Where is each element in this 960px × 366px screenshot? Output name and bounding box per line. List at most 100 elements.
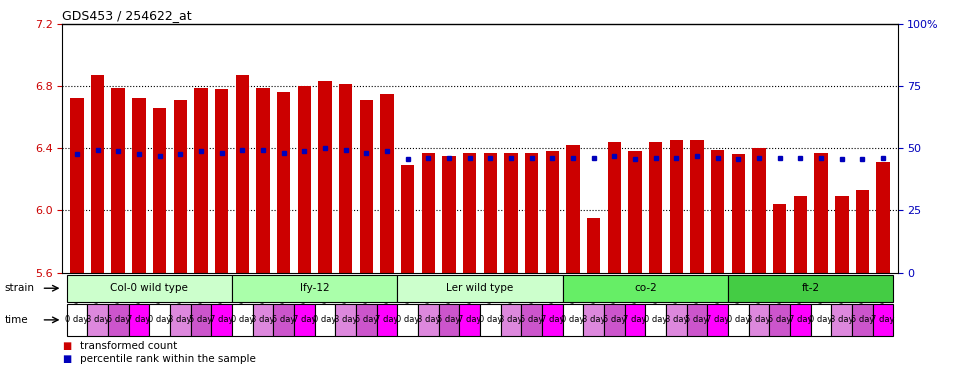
Text: 3 day: 3 day (169, 315, 192, 324)
Text: 0 day: 0 day (809, 315, 832, 324)
Bar (773, 204, 786, 273)
Bar (545, 151, 559, 273)
Text: 5 day: 5 day (603, 315, 626, 324)
Bar (645, 304, 666, 336)
Bar (563, 274, 728, 302)
Bar (584, 304, 604, 336)
Text: 7 day: 7 day (623, 315, 647, 324)
Text: 5 day: 5 day (107, 315, 130, 324)
Text: 0 day: 0 day (644, 315, 667, 324)
Text: 5 day: 5 day (354, 315, 378, 324)
Bar (360, 100, 373, 273)
Bar (232, 274, 397, 302)
Text: 3 day: 3 day (830, 315, 853, 324)
Text: 7 day: 7 day (540, 315, 564, 324)
Text: 3 day: 3 day (582, 315, 606, 324)
Text: 7 day: 7 day (127, 315, 151, 324)
Bar (769, 304, 790, 336)
Bar (87, 304, 108, 336)
Bar (831, 304, 852, 336)
Text: 0 day: 0 day (479, 315, 502, 324)
Bar (335, 304, 356, 336)
Bar (563, 304, 584, 336)
Text: 3 day: 3 day (664, 315, 688, 324)
Text: 3 day: 3 day (499, 315, 523, 324)
Bar (852, 304, 873, 336)
Bar (463, 153, 476, 273)
Bar (191, 304, 211, 336)
Bar (111, 87, 125, 273)
Bar (211, 304, 232, 336)
Text: 0 day: 0 day (562, 315, 585, 324)
Bar (501, 304, 521, 336)
Bar (356, 304, 376, 336)
Text: GDS453 / 254622_at: GDS453 / 254622_at (62, 9, 192, 22)
Text: 3 day: 3 day (334, 315, 357, 324)
Text: 5 day: 5 day (189, 315, 212, 324)
Text: ft-2: ft-2 (802, 283, 820, 293)
Text: 3 day: 3 day (417, 315, 440, 324)
Text: 5 day: 5 day (768, 315, 791, 324)
Text: 5 day: 5 day (520, 315, 543, 324)
Text: Ler wild type: Ler wild type (446, 283, 514, 293)
Text: ■: ■ (62, 354, 72, 364)
Text: 7 day: 7 day (458, 315, 481, 324)
Bar (170, 304, 191, 336)
Bar (129, 304, 149, 336)
Bar (521, 304, 542, 336)
Bar (625, 304, 645, 336)
Bar (708, 304, 728, 336)
Bar (174, 100, 187, 273)
Bar (153, 108, 166, 273)
Bar (794, 197, 807, 273)
Bar (753, 148, 766, 273)
Text: 5 day: 5 day (438, 315, 461, 324)
Text: 7 day: 7 day (706, 315, 730, 324)
Bar (70, 98, 84, 273)
Text: 7 day: 7 day (872, 315, 895, 324)
Bar (670, 141, 684, 273)
Bar (397, 304, 418, 336)
Text: 0 day: 0 day (727, 315, 750, 324)
Bar (873, 304, 894, 336)
Bar (66, 274, 232, 302)
Bar (835, 197, 849, 273)
Bar (814, 153, 828, 273)
Bar (566, 145, 580, 273)
Text: Col-0 wild type: Col-0 wild type (110, 283, 188, 293)
Bar (418, 304, 439, 336)
Bar (732, 154, 745, 273)
Bar (401, 165, 415, 273)
Bar (339, 85, 352, 273)
Bar (604, 304, 625, 336)
Bar (194, 87, 207, 273)
Bar (686, 304, 708, 336)
Bar (215, 89, 228, 273)
Bar (376, 304, 397, 336)
Bar (149, 304, 170, 336)
Bar (108, 304, 129, 336)
Bar (91, 75, 105, 273)
Bar (315, 304, 335, 336)
Bar (380, 94, 394, 273)
Bar (421, 153, 435, 273)
Bar (876, 162, 890, 273)
Bar (235, 75, 249, 273)
Bar (542, 304, 563, 336)
Bar (525, 153, 539, 273)
Bar (629, 151, 642, 273)
Bar (484, 153, 497, 273)
Text: percentile rank within the sample: percentile rank within the sample (80, 354, 255, 364)
Text: lfy-12: lfy-12 (300, 283, 329, 293)
Bar (728, 274, 894, 302)
Text: 3 day: 3 day (85, 315, 109, 324)
Bar (232, 304, 252, 336)
Bar (711, 150, 725, 273)
Bar (790, 304, 811, 336)
Bar (608, 142, 621, 273)
Text: 0 day: 0 day (313, 315, 337, 324)
Text: ■: ■ (62, 341, 72, 351)
Text: 7 day: 7 day (375, 315, 398, 324)
Bar (811, 304, 831, 336)
Bar (276, 92, 290, 273)
